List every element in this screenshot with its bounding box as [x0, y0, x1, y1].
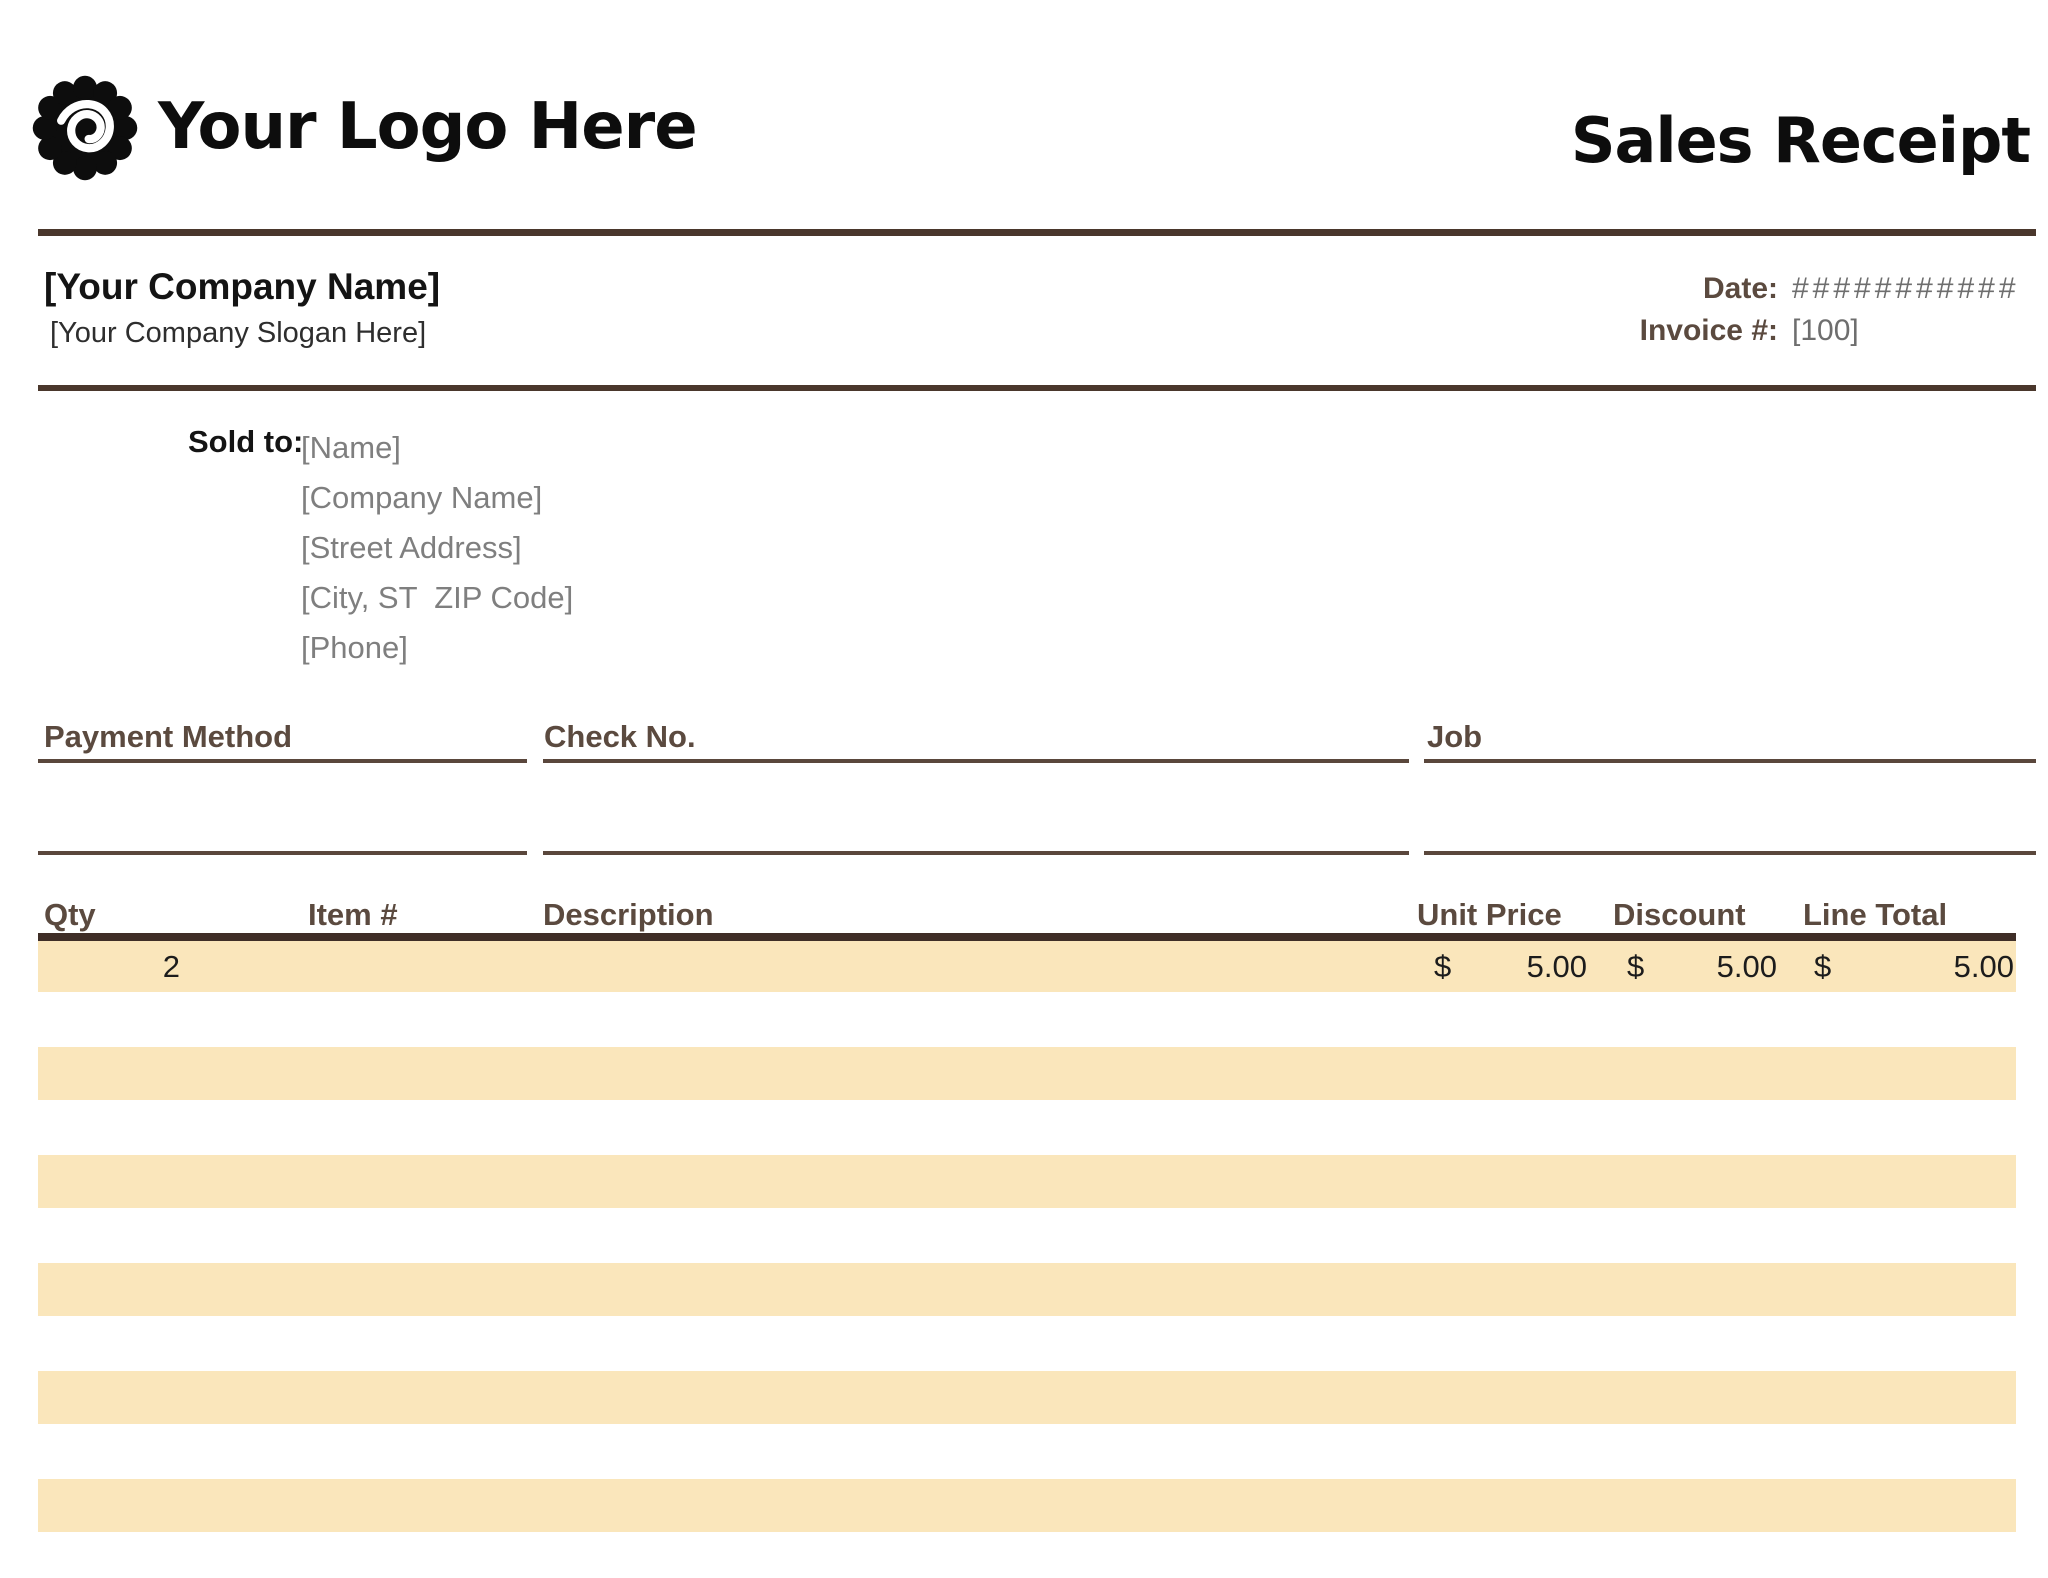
date-value[interactable]: ########### — [1792, 272, 2020, 305]
column-header-unit-price: Unit Price — [1417, 897, 1562, 932]
item-qty-cell[interactable]: 2 — [162, 949, 180, 984]
empty-row[interactable] — [38, 1047, 2016, 1100]
table-row[interactable]: 2 $ 5.00 $ 5.00 $ 5.00 — [38, 941, 2016, 992]
item-unit-price-cell[interactable]: 5.00 — [1526, 949, 1587, 984]
discount-currency: $ — [1627, 949, 1645, 984]
document-title: Sales Receipt — [1570, 104, 2031, 177]
invoice-number-label: Invoice #: — [1639, 314, 1778, 347]
empty-row[interactable] — [38, 1263, 2016, 1316]
empty-row[interactable] — [38, 1371, 2016, 1424]
date-label: Date: — [1702, 272, 1778, 305]
check-no-label: Check No. — [544, 719, 696, 754]
sold-to-name[interactable]: [Name] — [301, 430, 401, 465]
check-no-underline — [543, 759, 1409, 763]
company-slogan[interactable]: [Your Company Slogan Here] — [50, 317, 427, 349]
sold-to-phone[interactable]: [Phone] — [301, 630, 408, 665]
job-underline — [1424, 759, 2036, 763]
check-no-underline-2 — [543, 851, 1409, 855]
sold-to-street[interactable]: [Street Address] — [301, 530, 522, 565]
column-header-qty: Qty — [44, 897, 96, 932]
payment-method-underline — [38, 759, 527, 763]
empty-row[interactable] — [38, 1479, 2016, 1532]
divider-top — [38, 229, 2036, 236]
item-line-total-cell[interactable]: 5.00 — [1953, 949, 2014, 984]
company-name[interactable]: [Your Company Name] — [44, 266, 441, 307]
unit-price-currency: $ — [1434, 949, 1452, 984]
job-label: Job — [1427, 719, 1483, 754]
logo-text: Your Logo Here — [158, 90, 698, 164]
item-discount-cell[interactable]: 5.00 — [1716, 949, 1777, 984]
job-input[interactable] — [1424, 764, 2036, 849]
invoice-number-value[interactable]: [100] — [1792, 314, 1859, 347]
items-header-rule — [38, 933, 2016, 941]
column-header-discount: Discount — [1613, 897, 1746, 932]
empty-rows — [38, 992, 2016, 1532]
payment-method-underline-2 — [38, 851, 527, 855]
divider-company — [38, 385, 2036, 391]
sold-to-block: [Name] [Company Name] [Street Address] [… — [301, 423, 573, 673]
column-header-item: Item # — [308, 897, 398, 932]
check-no-input[interactable] — [543, 764, 1409, 849]
sold-to-label: Sold to: — [188, 424, 304, 459]
sold-to-city[interactable]: [City, ST ZIP Code] — [301, 580, 574, 615]
payment-method-input[interactable] — [38, 764, 527, 849]
job-underline-2 — [1424, 851, 2036, 855]
spiral-seal-icon — [32, 75, 138, 181]
column-header-line-total: Line Total — [1803, 897, 1948, 932]
line-total-currency: $ — [1814, 949, 1832, 984]
sold-to-company[interactable]: [Company Name] — [301, 480, 543, 515]
payment-method-label: Payment Method — [44, 719, 293, 754]
empty-row[interactable] — [38, 1155, 2016, 1208]
column-header-description: Description — [543, 897, 714, 932]
